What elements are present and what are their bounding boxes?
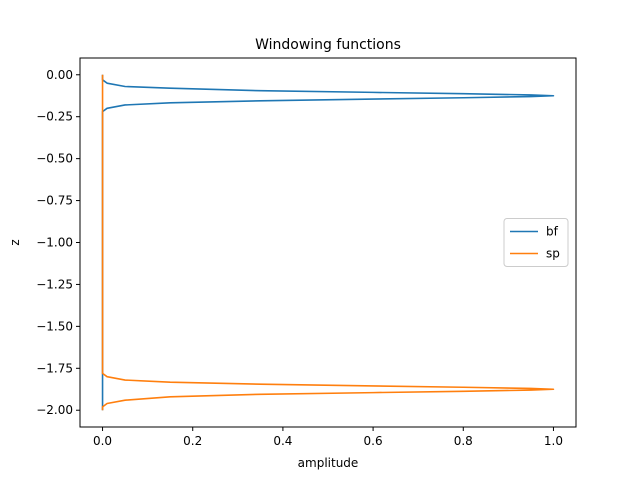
legend-box [503,218,569,267]
y-tick-label: −2.00 [36,403,73,417]
y-tick-label: −1.00 [36,236,73,250]
x-axis-label: amplitude [298,456,359,470]
x-axis: 0.0 0.2 0.4 0.6 0.8 1.0 [93,427,563,448]
legend-label-sp: sp [546,247,560,261]
y-axis-label: z [8,239,22,245]
x-tick-label: 0.8 [454,434,473,448]
y-tick-label: −1.75 [36,361,73,375]
y-tick-label: −0.75 [36,194,73,208]
x-tick-label: 1.0 [544,434,563,448]
series-line-sp [101,74,555,411]
y-tick-label: −0.50 [36,152,73,166]
x-tick-label: 0.6 [364,434,383,448]
chart-title: Windowing functions [255,37,401,53]
x-tick-label: 0.2 [183,434,202,448]
x-tick-label: 0.4 [273,434,292,448]
y-tick-label: 0.00 [46,68,73,82]
y-tick-label: −1.50 [36,319,73,333]
series-layer [101,74,555,411]
series-line-bf [101,74,555,411]
legend: bf sp [503,218,569,267]
legend-label-bf: bf [546,225,559,239]
y-tick-label: −0.25 [36,110,73,124]
y-axis: 0.00 −0.25 −0.50 −0.75 −1.00 −1.25 −1.50 −1.75 −… [36,68,80,417]
y-tick-label: −1.25 [36,277,73,291]
x-tick-label: 0.0 [93,434,112,448]
